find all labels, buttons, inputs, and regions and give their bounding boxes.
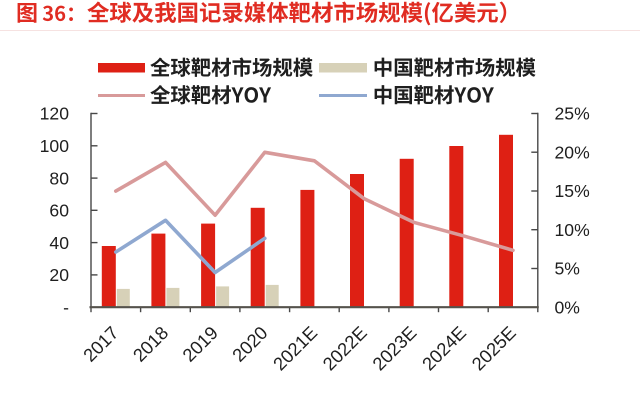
svg-text:-: - [63, 297, 69, 317]
svg-text:60: 60 [49, 201, 69, 221]
svg-text:100: 100 [40, 136, 70, 156]
svg-text:15%: 15% [555, 181, 591, 201]
svg-text:80: 80 [49, 168, 69, 188]
svg-text:40: 40 [49, 233, 69, 253]
svg-text:0%: 0% [555, 297, 581, 317]
svg-text:25%: 25% [555, 104, 591, 124]
svg-text:20%: 20% [555, 142, 591, 162]
svg-text:120: 120 [40, 104, 70, 124]
svg-text:20: 20 [49, 265, 69, 285]
svg-text:10%: 10% [555, 220, 591, 240]
svg-text:5%: 5% [555, 259, 581, 279]
